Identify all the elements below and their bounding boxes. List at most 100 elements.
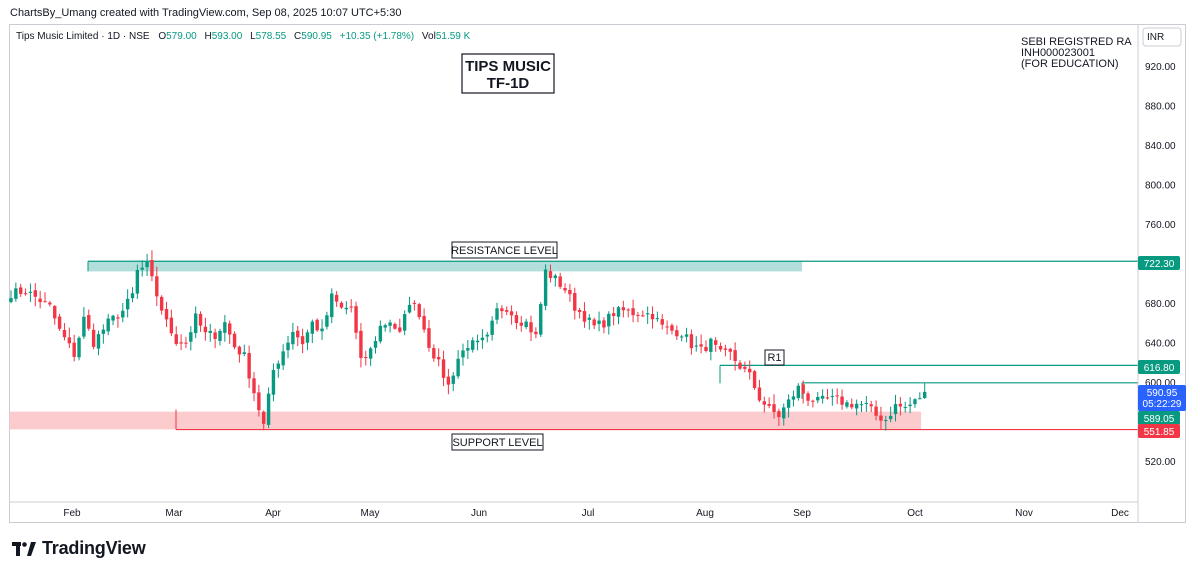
candle-body — [748, 368, 752, 373]
candle-body — [864, 403, 869, 405]
candle-body — [257, 392, 261, 411]
title-box — [461, 53, 555, 94]
candle-body — [436, 357, 441, 360]
time-tick-label: Mar — [165, 508, 183, 519]
candle-body — [845, 402, 849, 407]
candle-body — [699, 344, 703, 347]
candle-body — [111, 315, 115, 321]
candle-body — [611, 313, 616, 316]
candle-body — [840, 396, 844, 405]
candle-body — [441, 359, 446, 378]
candle-body — [364, 357, 368, 359]
legend-close-value: 590.95 — [301, 31, 332, 42]
candle-body — [655, 318, 660, 320]
candle-body — [417, 304, 421, 318]
candle-body — [9, 298, 13, 303]
candle-body — [150, 260, 154, 277]
candle-body — [223, 322, 227, 333]
candle-body — [854, 403, 859, 409]
price-tick-label: 680.00 — [1145, 299, 1176, 310]
legend-open-label: O — [158, 31, 166, 42]
legend-high-value: 593.00 — [212, 31, 243, 42]
support-price: 551.85 — [1144, 427, 1175, 438]
candle-body — [675, 330, 679, 337]
price-tick-label: 760.00 — [1145, 220, 1176, 231]
candle-body — [23, 293, 28, 295]
candle-body — [276, 363, 280, 369]
candle-body — [714, 340, 718, 345]
candle-body — [218, 330, 222, 341]
candle-body — [359, 330, 363, 358]
r1-label-box — [764, 349, 785, 366]
candle-body — [291, 331, 295, 345]
candle-body — [820, 395, 825, 399]
candle-body — [67, 337, 72, 344]
disclaimer-line-1: SEBI REGISTRED RA — [1021, 36, 1132, 48]
candle-body — [412, 302, 417, 304]
support-label-box — [451, 433, 544, 451]
candle-body — [636, 314, 640, 316]
tradingview-brand[interactable]: TradingView — [12, 538, 146, 559]
time-tick-label: May — [361, 508, 380, 519]
time-axis[interactable]: Feb Mar Apr May Jun Jul Aug Sep Oct Nov Dec — [63, 508, 1129, 519]
candle-body — [334, 294, 339, 302]
chart-frame[interactable] — [9, 24, 1186, 523]
candle-body — [383, 325, 387, 328]
candle-body — [140, 267, 144, 270]
candle-body — [791, 396, 796, 400]
candle-body — [125, 298, 130, 310]
candle-body — [495, 308, 499, 320]
candle-body — [684, 334, 689, 337]
candle-body — [130, 293, 135, 299]
candle-body — [514, 315, 519, 323]
candle-body — [398, 327, 402, 332]
candle-body — [213, 332, 217, 339]
candle-body — [509, 311, 514, 316]
candle-body — [121, 310, 125, 318]
candle-body — [626, 309, 630, 311]
candle-body — [602, 320, 606, 328]
currency-label: INR — [1147, 32, 1164, 43]
candle-body — [903, 407, 907, 409]
resistance-price-tag — [1138, 256, 1180, 270]
candle-body — [325, 315, 329, 327]
candle-body — [825, 397, 830, 399]
time-tick-label: Jul — [582, 508, 595, 519]
r1-price-tag — [1138, 360, 1180, 374]
bar-countdown: 05:22:29 — [1143, 399, 1182, 410]
legend-open-value: 579.00 — [166, 31, 197, 42]
candle-body — [811, 400, 815, 402]
candle-body — [189, 332, 193, 342]
time-tick-label: Feb — [63, 508, 81, 519]
resistance-zone — [88, 261, 802, 272]
candle-body — [378, 325, 383, 342]
candle-body — [320, 328, 324, 332]
candle-body — [310, 321, 315, 334]
legend-symbol: Tips Music Limited · 1D · NSE — [16, 31, 150, 42]
candle-body — [116, 317, 120, 319]
candle-body — [816, 396, 820, 401]
candle-body — [179, 342, 183, 344]
close-line-price-tag — [1138, 411, 1180, 425]
last-price-tag — [1138, 385, 1186, 411]
legend-close-label: C — [294, 31, 301, 42]
currency-button[interactable] — [1142, 27, 1182, 47]
candle-body — [913, 399, 917, 405]
candle-body — [164, 309, 169, 320]
candle-body — [718, 345, 723, 350]
price-tick-label: 920.00 — [1145, 62, 1176, 73]
candle-body — [505, 310, 509, 312]
candle-body — [232, 333, 237, 348]
candle-body — [757, 387, 762, 401]
candle-body — [743, 366, 747, 369]
candle-body — [466, 348, 470, 351]
candle-body — [500, 308, 504, 312]
candle-body — [33, 290, 37, 297]
candle-body — [874, 406, 878, 416]
candle-body — [305, 332, 310, 343]
candle-body — [169, 317, 174, 334]
support-label: SUPPORT LEVEL — [452, 437, 542, 449]
candle-body — [38, 298, 42, 303]
candle-body — [529, 322, 533, 333]
